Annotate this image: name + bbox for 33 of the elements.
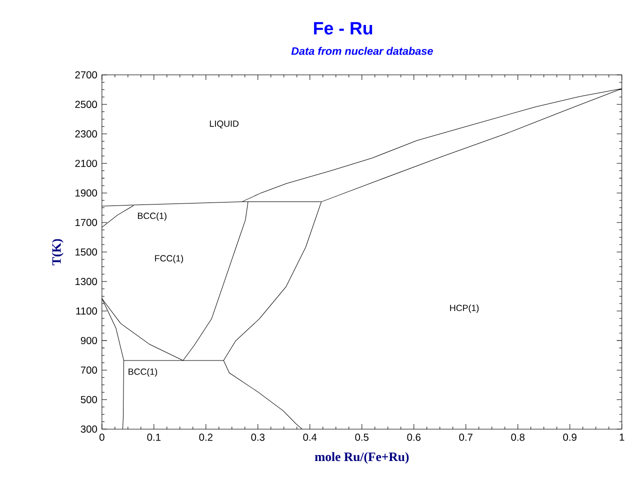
annotation: BCC(1) bbox=[138, 212, 166, 221]
y-axis-title: T(K) bbox=[52, 239, 64, 266]
annotation: FCC(1) bbox=[155, 255, 184, 264]
x-tick-label: 0.8 bbox=[511, 434, 524, 441]
x-tick-label: 0 bbox=[99, 434, 104, 441]
chart-title: Fe - Ru bbox=[314, 22, 372, 35]
x-tick-label: 0.1 bbox=[147, 434, 161, 441]
x-tick-label: 0.9 bbox=[563, 434, 576, 441]
y-tick-label: 1500 bbox=[76, 248, 98, 256]
annotation: BCC(1) bbox=[128, 368, 158, 377]
y-tick-label: 300 bbox=[80, 426, 98, 433]
x-axis-title: mole Ru/(Fe+Ru) bbox=[314, 452, 409, 464]
annotation: LIQUID bbox=[210, 120, 239, 129]
y-tick-label: 2100 bbox=[75, 160, 98, 168]
x-tick-label: 0.6 bbox=[407, 434, 421, 441]
y-tick-label: 1900 bbox=[76, 190, 98, 197]
annotation: HCP(1) bbox=[450, 304, 479, 313]
y-tick-label: 1300 bbox=[76, 278, 98, 286]
y-tick-label: 700 bbox=[80, 366, 98, 374]
y-tick-label: 2500 bbox=[75, 100, 98, 108]
y-tick-label: 2700 bbox=[75, 71, 98, 79]
y-tick-label: 2300 bbox=[75, 130, 98, 138]
x-tick-label: 1 bbox=[620, 434, 624, 441]
y-tick-label: 1700 bbox=[76, 219, 98, 226]
x-tick-label: 0.4 bbox=[303, 434, 317, 441]
chart-subtitle: Data from nuclear database bbox=[291, 47, 433, 56]
y-tick-label: 1100 bbox=[76, 308, 98, 315]
y-tick-label: 500 bbox=[80, 396, 98, 404]
y-tick-label: 900 bbox=[80, 337, 98, 344]
x-tick-label: 0.3 bbox=[251, 434, 265, 441]
x-tick-label: 0.2 bbox=[199, 434, 212, 441]
x-tick-label: 0.7 bbox=[459, 434, 472, 441]
x-tick-label: 0.5 bbox=[355, 434, 369, 441]
